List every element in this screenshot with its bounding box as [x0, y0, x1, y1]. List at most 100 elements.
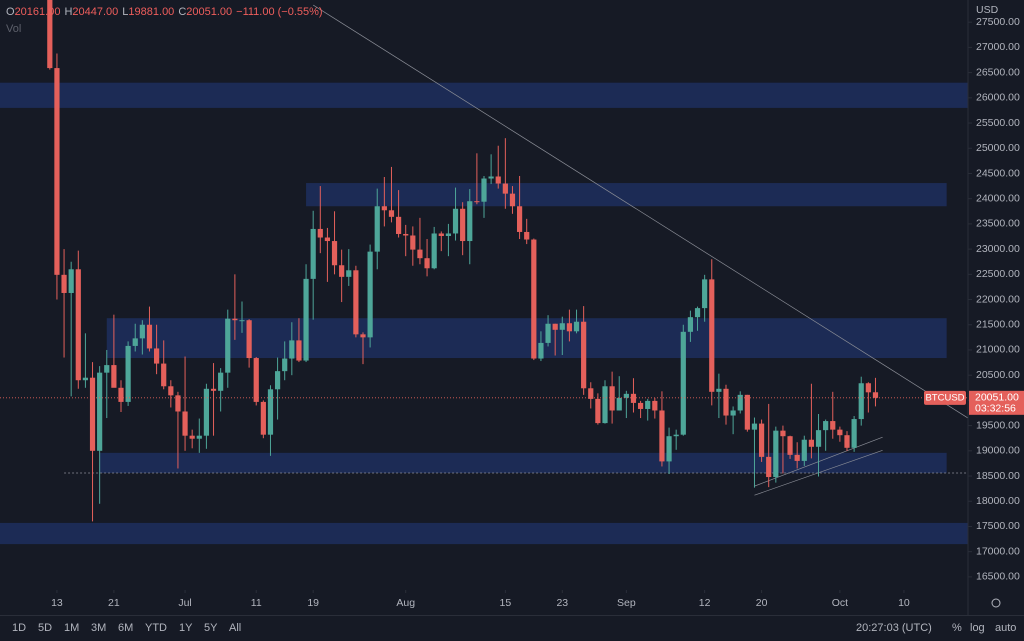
range-button[interactable]: 1M — [64, 622, 80, 634]
candle-body — [467, 201, 473, 242]
ohlc-value: 20161.00 — [14, 6, 61, 18]
y-tick-label: 20500.00 — [976, 369, 1020, 381]
candle-body — [424, 258, 430, 269]
price-tag — [969, 390, 1024, 415]
candle-body — [616, 397, 622, 411]
utc-time[interactable]: 20:27:03 (UTC) — [856, 622, 932, 634]
candle-body — [161, 363, 167, 387]
candle-body — [189, 435, 195, 439]
scale-option[interactable]: auto — [995, 622, 1017, 634]
candle-body — [203, 388, 210, 436]
zone — [306, 183, 947, 207]
settings-icon[interactable] — [991, 598, 1001, 608]
y-tick-label: 27500.00 — [976, 16, 1020, 28]
candle-body — [97, 372, 103, 451]
candle-body — [837, 429, 843, 436]
range-button[interactable]: 5Y — [204, 622, 218, 634]
candle-body — [488, 176, 494, 179]
candle-body — [588, 388, 594, 399]
plot-area — [0, 0, 968, 545]
symbol-label: BTCUSD — [925, 392, 964, 403]
range-button[interactable]: All — [229, 622, 242, 634]
candle-body — [687, 317, 694, 332]
candle-body — [780, 430, 786, 437]
symbol-tag — [924, 390, 966, 405]
candle-body — [210, 388, 217, 391]
candle-body — [673, 434, 679, 437]
ohlc-key: O — [6, 6, 15, 18]
candle-body — [481, 178, 487, 202]
range-button[interactable]: 5D — [38, 622, 53, 634]
candle-body — [339, 265, 345, 277]
candle-body — [68, 269, 74, 293]
candle-body — [104, 365, 110, 373]
y-tick-label: 24000.00 — [976, 192, 1020, 204]
scale-option[interactable]: log — [970, 622, 985, 634]
candle-body — [787, 436, 793, 455]
x-tick-label: 11 — [251, 597, 262, 609]
candle-body — [744, 394, 750, 430]
candle-body — [381, 206, 387, 211]
ohlc-change: −111.00 (−0.55%) — [236, 6, 323, 18]
candle-body — [445, 233, 452, 236]
candle-body — [666, 436, 672, 462]
ohlc-value: 19881.00 — [128, 6, 175, 18]
candle-body — [751, 423, 758, 430]
scale-option[interactable]: % — [952, 622, 962, 634]
zone — [106, 318, 947, 359]
candle-body — [260, 401, 266, 435]
x-tick-label: 19 — [307, 597, 319, 609]
volume-label: Vol — [6, 23, 22, 35]
candle-body — [623, 393, 629, 398]
range-button[interactable]: 1D — [12, 622, 27, 634]
candle-body — [417, 249, 423, 259]
candle-body — [61, 274, 67, 293]
candle-body — [267, 389, 274, 435]
candle-body — [410, 235, 416, 250]
ohlc-key: H — [64, 6, 73, 18]
candle-body — [395, 216, 402, 234]
y-tick-label: 19000.00 — [976, 445, 1020, 457]
candle-body — [823, 421, 829, 431]
candle-body — [509, 193, 516, 207]
range-button[interactable]: YTD — [145, 622, 167, 634]
range-button[interactable]: 6M — [118, 622, 134, 634]
x-tick-label: 13 — [51, 597, 63, 609]
candle-body — [438, 233, 444, 236]
candle-body — [758, 423, 765, 457]
candle-body — [132, 338, 138, 346]
candle-body — [730, 410, 736, 416]
candle-body — [766, 456, 772, 478]
candle-body — [303, 278, 309, 361]
y-tick-label: 17000.00 — [976, 545, 1020, 557]
y-tick-label: 24500.00 — [976, 167, 1020, 179]
candle-body — [801, 439, 807, 461]
candle-body — [723, 388, 729, 416]
candle-body — [175, 395, 181, 412]
zone — [0, 522, 968, 545]
candle-body — [47, 0, 53, 69]
candle-body — [431, 233, 437, 269]
x-tick-label: 15 — [500, 597, 512, 609]
candle-body — [609, 386, 615, 411]
candle-body — [239, 320, 245, 322]
ohlc-legend: O20161.00 H20447.00 L19881.00 C20051.00 −111… — [6, 6, 327, 18]
y-tick-label: 22500.00 — [976, 268, 1020, 280]
candle-body — [694, 308, 701, 318]
x-tick-label: Aug — [396, 597, 415, 609]
ohlc-value: 20051.00 — [186, 6, 233, 18]
candle-body — [168, 386, 174, 396]
candle-body — [225, 318, 231, 373]
range-button[interactable]: 3M — [91, 622, 107, 634]
candle-body — [538, 342, 544, 359]
candle-body — [545, 323, 551, 343]
x-tick-label: Oct — [832, 597, 848, 609]
candle-body — [353, 270, 359, 335]
candle-body — [566, 323, 573, 332]
candle-body — [218, 372, 224, 391]
range-button[interactable]: 1Y — [179, 622, 193, 634]
candle-body — [75, 269, 81, 381]
candle-body — [374, 206, 380, 252]
candle-body — [146, 324, 153, 349]
